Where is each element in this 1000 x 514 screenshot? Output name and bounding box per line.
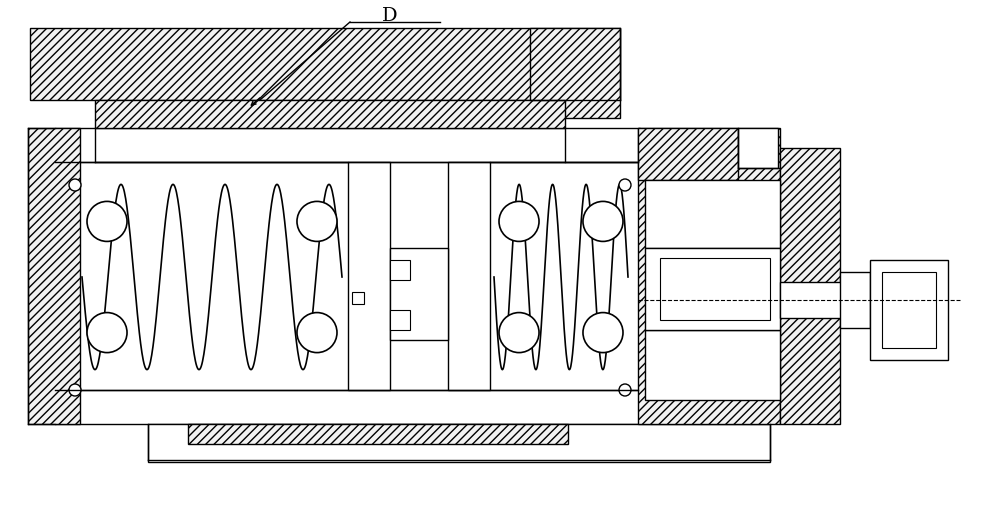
Bar (390, 248, 448, 340)
Bar (352, 292, 364, 304)
Bar (638, 128, 738, 180)
Bar (645, 248, 780, 330)
Bar (738, 128, 778, 168)
Text: D: D (382, 7, 398, 25)
Circle shape (499, 201, 539, 242)
Bar (390, 260, 410, 280)
Circle shape (583, 313, 623, 353)
Circle shape (583, 201, 623, 242)
Bar (95, 100, 565, 128)
Circle shape (69, 384, 81, 396)
Bar (660, 258, 770, 320)
Bar (840, 272, 870, 328)
Bar (530, 28, 620, 118)
Circle shape (69, 179, 81, 191)
Bar (55, 390, 640, 424)
Bar (28, 128, 80, 424)
Circle shape (297, 313, 337, 353)
Circle shape (297, 201, 337, 242)
Bar (870, 260, 948, 360)
Bar (348, 162, 390, 390)
Circle shape (619, 384, 631, 396)
Bar (780, 282, 850, 318)
Bar (390, 310, 410, 330)
Bar (645, 330, 780, 400)
Circle shape (619, 179, 631, 191)
Bar (30, 28, 620, 100)
Circle shape (499, 313, 539, 353)
Bar (448, 162, 490, 390)
Bar (148, 424, 770, 462)
Bar (638, 128, 780, 424)
Bar (55, 128, 640, 162)
Bar (780, 148, 840, 424)
Circle shape (87, 201, 127, 242)
Bar (188, 424, 568, 444)
Circle shape (87, 313, 127, 353)
Bar (882, 272, 936, 348)
Bar (645, 180, 780, 248)
